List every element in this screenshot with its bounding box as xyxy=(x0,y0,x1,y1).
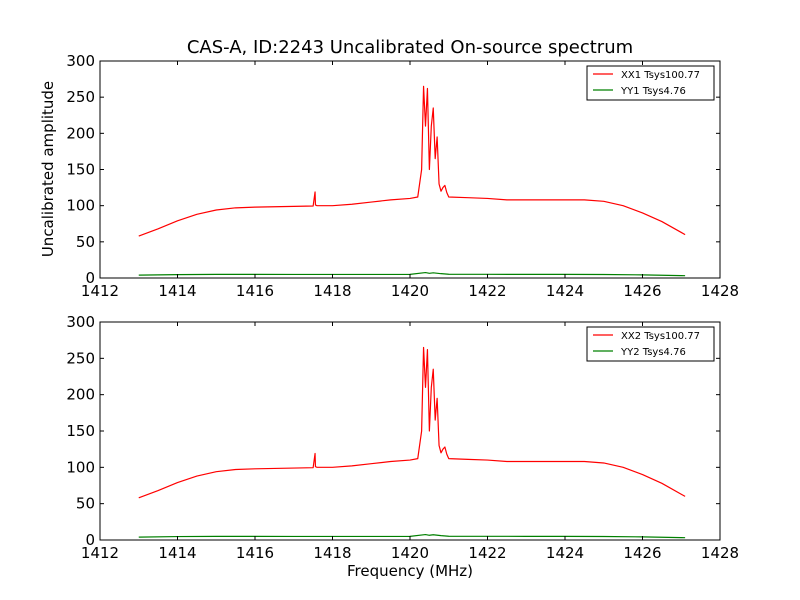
legend-label: XX1 Tsys100.77 xyxy=(621,70,700,81)
x-tick-label: 1412 xyxy=(81,544,119,562)
x-tick-label: 1420 xyxy=(391,544,429,562)
x-tick-label: 1426 xyxy=(623,282,661,300)
series-line-0-0 xyxy=(138,85,686,237)
y-tick-label: 100 xyxy=(66,197,95,215)
x-tick-label: 1424 xyxy=(546,282,584,300)
top-panel: 1412 1414 1416 1418 1420 1422 1424 1426 1428 0 50 1… xyxy=(66,52,739,300)
y-tick-label: 100 xyxy=(66,458,95,476)
y-tick-label: 300 xyxy=(66,52,95,70)
x-tick-label: 1428 xyxy=(701,282,739,300)
x-tick-label: 1418 xyxy=(313,282,351,300)
y-tick-label: 150 xyxy=(66,422,95,440)
y-tick-label: 50 xyxy=(76,495,95,513)
y-tick-label: 200 xyxy=(66,124,95,142)
y-tick-label: 200 xyxy=(66,386,95,404)
bottom-panel: 1412 1414 1416 1418 1420 1422 1424 1426 1428 0 50 1… xyxy=(66,313,739,562)
y-tick-label: 250 xyxy=(66,88,95,106)
y-tick-label: 250 xyxy=(66,349,95,367)
legend-label: YY1 Tsys4.76 xyxy=(620,86,686,97)
x-tick-label: 1414 xyxy=(158,282,196,300)
y-axis-label: Uncalibrated amplitude xyxy=(39,81,57,257)
y-tick-label: 0 xyxy=(85,531,95,549)
x-tick-label: 1428 xyxy=(701,544,739,562)
x-tick-label: 1414 xyxy=(158,544,196,562)
chart-title: CAS-A, ID:2243 Uncalibrated On-source sp… xyxy=(187,37,633,58)
series-line-1-0 xyxy=(138,346,686,499)
x-tick-label: 1424 xyxy=(546,544,584,562)
x-tick-label: 1418 xyxy=(313,544,351,562)
x-tick-label: 1420 xyxy=(391,282,429,300)
x-tick-label: 1422 xyxy=(468,544,506,562)
legend-label: YY2 Tsys4.76 xyxy=(620,347,686,358)
x-axis-label: Frequency (MHz) xyxy=(347,562,473,580)
x-tick-label: 1412 xyxy=(81,282,119,300)
series-line-1-1 xyxy=(138,533,686,539)
x-tick-label: 1416 xyxy=(236,282,274,300)
legend-box xyxy=(586,326,715,362)
y-tick-label: 300 xyxy=(66,313,95,331)
x-tick-label: 1416 xyxy=(236,544,274,562)
y-tick-label: 0 xyxy=(85,269,95,287)
x-tick-label: 1426 xyxy=(623,544,661,562)
y-tick-label: 50 xyxy=(76,233,95,251)
y-tick-label: 150 xyxy=(66,161,95,179)
legend-box xyxy=(586,65,715,101)
legend-label: XX2 Tsys100.77 xyxy=(621,331,700,342)
x-tick-label: 1422 xyxy=(468,282,506,300)
series-line-0-1 xyxy=(138,271,686,277)
